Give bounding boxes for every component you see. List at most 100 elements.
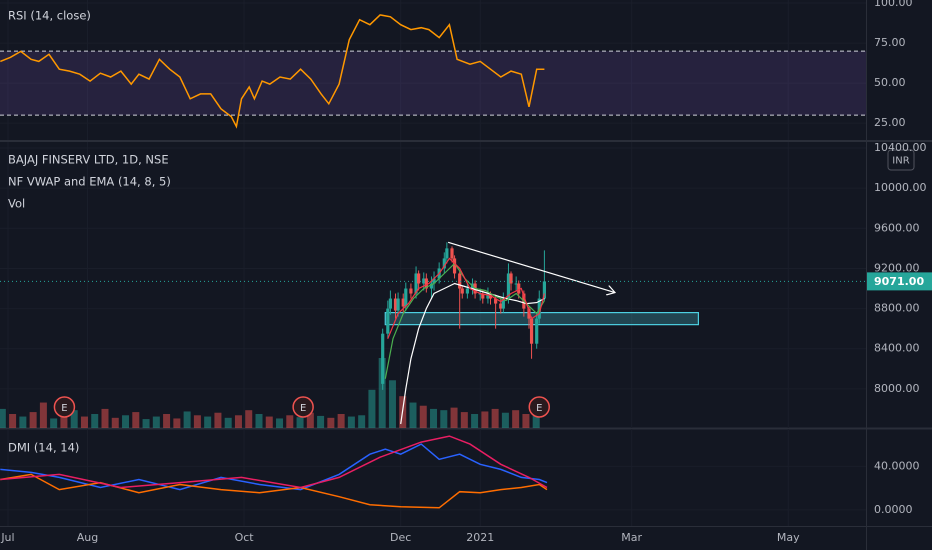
- y-tick-label: 25.00: [874, 116, 906, 129]
- volume-bar: [142, 419, 150, 428]
- volume-bar: [306, 412, 314, 428]
- volume-bar: [440, 410, 448, 428]
- volume-bar: [0, 408, 6, 428]
- indicator-line: [0, 443, 548, 491]
- symbol-title: BAJAJ FINSERV LTD, 1D, NSE: [8, 153, 169, 167]
- last-price-box: [867, 272, 932, 291]
- support-zone: [384, 311, 699, 326]
- candle-body: [499, 303, 503, 309]
- volume-bar: [29, 412, 37, 428]
- candle-body: [445, 248, 449, 259]
- candle-body: [404, 288, 408, 307]
- volume-bar: [337, 414, 345, 428]
- volume-bar: [378, 358, 386, 428]
- volume-bar: [532, 411, 540, 428]
- volume-bar: [9, 414, 17, 428]
- candle-body: [432, 278, 436, 284]
- x-tick-label: 2021: [466, 531, 494, 544]
- marks: [0, 14, 866, 509]
- candle-body: [517, 283, 521, 294]
- candle-body: [494, 298, 498, 304]
- volume-bar: [481, 411, 489, 428]
- y-tick-label: 100.00: [874, 0, 913, 9]
- candle-body: [424, 278, 428, 289]
- candle-body: [442, 258, 446, 269]
- candle-body: [381, 333, 385, 384]
- volume-bar: [255, 414, 263, 428]
- last-price-label: 9071.00: [874, 275, 924, 288]
- candle-body: [386, 308, 390, 334]
- volume-bar: [183, 411, 191, 428]
- volume-bar: [224, 417, 232, 428]
- y-tick-label: 9200.00: [874, 261, 920, 274]
- candle-body: [396, 298, 400, 311]
- earnings-marker: [292, 396, 314, 418]
- candle-body: [465, 288, 469, 294]
- rsi-title: RSI (14, close): [8, 9, 91, 23]
- volume-bar: [276, 418, 284, 428]
- volume-bar: [419, 405, 427, 428]
- volume-bar: [471, 414, 479, 428]
- candle-body: [509, 273, 513, 284]
- y-tick-label: 8000.00: [874, 382, 920, 395]
- candle-body: [429, 283, 434, 289]
- volume-bar: [132, 412, 140, 428]
- volume-bar: [152, 416, 160, 428]
- candle-body: [388, 298, 392, 309]
- volume-bar: [327, 417, 335, 428]
- volume-bar: [430, 408, 438, 428]
- volume-bar: [19, 416, 27, 428]
- volume-bar: [388, 380, 396, 428]
- volume-bar: [111, 417, 119, 428]
- candle-body: [529, 318, 534, 344]
- indicator-label: Vol: [8, 197, 25, 211]
- pane: [0, 14, 866, 129]
- moving-average: [400, 282, 545, 425]
- y-tick-label: 8800.00: [874, 302, 920, 315]
- moving-average: [387, 257, 545, 339]
- candle-body: [458, 273, 462, 289]
- x-tick-label: Aug: [77, 531, 98, 544]
- volume-bar: [163, 414, 171, 428]
- volume-bar: [39, 402, 47, 428]
- volume-bar: [296, 417, 304, 428]
- y-tick-label: 0.0000: [874, 503, 913, 516]
- volume-bar: [50, 418, 58, 428]
- rsi-band: [0, 51, 866, 116]
- volume-bar: [122, 415, 130, 428]
- volume-bar: [91, 414, 99, 428]
- x-tick-label: Dec: [390, 531, 411, 544]
- volume-bar: [214, 412, 222, 428]
- volume-bar: [265, 416, 273, 428]
- volume-bar: [101, 408, 109, 428]
- candle-body: [450, 248, 454, 259]
- volume-bar: [80, 416, 88, 428]
- volume-bar: [234, 415, 242, 428]
- candle-body: [414, 273, 418, 294]
- pane: [0, 241, 866, 428]
- volume-bar: [522, 414, 530, 428]
- volume-bar: [460, 412, 468, 428]
- volume-bar: [193, 415, 201, 428]
- candle-body: [401, 298, 405, 307]
- earnings-marker: [53, 396, 76, 418]
- x-tick-label: Oct: [235, 531, 255, 544]
- dmi-title: DMI (14, 14): [8, 441, 79, 455]
- indicator-label: NF VWAP and EMA (14, 8, 5): [8, 175, 171, 189]
- y-tick-label: 8400.00: [874, 342, 920, 355]
- y-tick-label: 75.00: [874, 36, 906, 49]
- x-tick-label: May: [777, 531, 800, 544]
- currency-box[interactable]: [887, 149, 915, 171]
- candle-body: [514, 283, 518, 285]
- currency-label[interactable]: INR: [892, 156, 909, 167]
- volume-bar: [60, 415, 68, 428]
- volume-bar: [70, 410, 78, 428]
- candle-body: [393, 298, 398, 311]
- earnings-label: E: [300, 403, 306, 414]
- candle-body: [527, 308, 531, 319]
- grid: [0, 0, 866, 526]
- candle-body: [506, 273, 511, 299]
- candle-body: [417, 273, 421, 284]
